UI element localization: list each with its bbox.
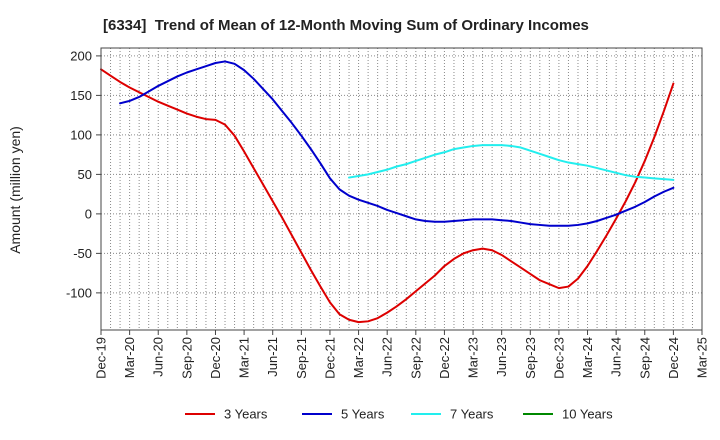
x-tick-label: Dec-24	[666, 337, 681, 379]
plot-area	[101, 48, 702, 330]
legend-item: 5 Years	[302, 407, 385, 422]
x-tick-label: Sep-24	[637, 337, 652, 379]
x-tick-label: Sep-23	[523, 337, 538, 379]
x-tick-label: Jun-21	[265, 337, 280, 377]
series-line-3-years	[100, 68, 675, 324]
series-line-5-years	[119, 60, 675, 227]
x-tick-label: Dec-22	[437, 337, 452, 379]
x-tick-label: Mar-20	[122, 337, 137, 378]
chart-title: [6334] Trend of Mean of 12-Month Moving …	[103, 17, 589, 34]
y-axis-label: Amount (million yen)	[7, 126, 23, 254]
x-tick-label: Mar-25	[695, 337, 710, 378]
x-tick-label: Dec-19	[94, 337, 109, 379]
y-tick-label: -100	[66, 285, 92, 300]
legend-label: 5 Years	[341, 407, 385, 422]
x-tick-label: Mar-23	[466, 337, 481, 378]
x-tick-label: Dec-23	[551, 337, 566, 379]
legend-label: 7 Years	[450, 407, 494, 422]
x-tick-label: Mar-24	[580, 337, 595, 378]
legend-item: 7 Years	[411, 407, 494, 422]
x-tick-label: Mar-22	[351, 337, 366, 378]
x-tick-label: Sep-20	[179, 337, 194, 379]
y-tick-label: 200	[70, 48, 92, 63]
gridlines	[101, 48, 702, 330]
x-tick-label: Jun-24	[609, 337, 624, 377]
x-tick-label: Jun-23	[494, 337, 509, 377]
x-axis: Dec-19 Mar-20 Jun-20 Sep-20 Dec-20 Mar-21 Jun-…	[94, 330, 710, 379]
y-tick-label: 150	[70, 88, 92, 103]
x-tick-label: Mar-21	[237, 337, 252, 378]
legend-label: 10 Years	[562, 407, 613, 422]
legend-label: 3 Years	[224, 407, 268, 422]
y-tick-label: 50	[78, 167, 92, 182]
legend-item: 10 Years	[523, 407, 613, 422]
legend: 3 Years 5 Years 7 Years 10 Years	[185, 407, 613, 422]
y-tick-label: -50	[73, 246, 92, 261]
y-axis: 200 150 100 50 0 -50 -100	[66, 48, 101, 300]
x-tick-label: Dec-20	[208, 337, 223, 379]
plot-frame	[100, 47, 703, 331]
series-lines	[100, 60, 675, 324]
x-tick-label: Jun-22	[380, 337, 395, 377]
x-tick-label: Dec-21	[322, 337, 337, 379]
legend-item: 3 Years	[185, 407, 268, 422]
y-tick-label: 0	[85, 206, 92, 221]
series-line-7-years	[348, 144, 675, 181]
x-tick-label: Sep-21	[294, 337, 309, 379]
y-tick-label: 100	[70, 127, 92, 142]
x-tick-label: Jun-20	[151, 337, 166, 377]
x-tick-label: Sep-22	[408, 337, 423, 379]
